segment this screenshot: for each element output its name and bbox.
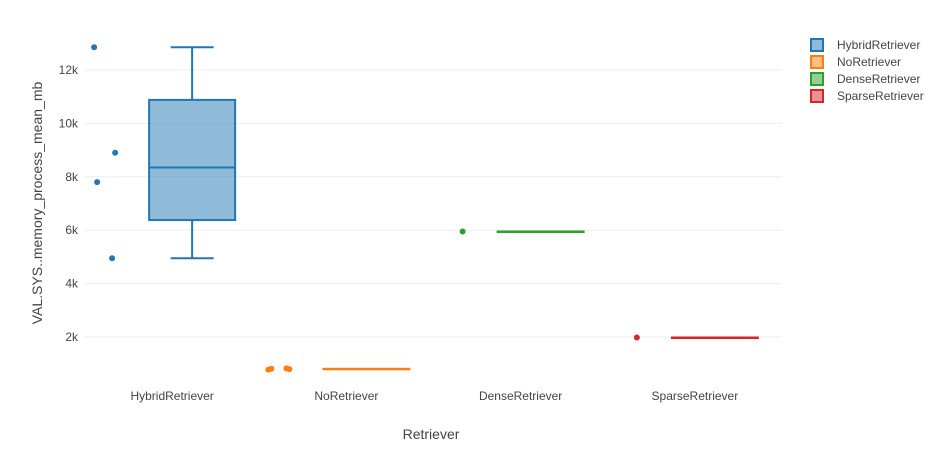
box-trace-noretriever — [265, 365, 411, 373]
x-axis-ticks: HybridRetriever NoRetriever DenseRetriever… — [130, 389, 738, 403]
y-axis-title: VAL.SYS..memory_process_mean_mb — [29, 82, 45, 325]
legend-swatch — [810, 38, 824, 52]
data-point — [94, 179, 101, 186]
legend-swatch — [810, 72, 824, 86]
y-tick-label: 10k — [59, 116, 79, 130]
x-axis-title: Retriever — [403, 426, 460, 442]
legend: HybridRetriever NoRetriever DenseRetriever… — [810, 38, 924, 103]
x-tick-label: HybridRetriever — [130, 389, 213, 403]
y-tick-label: 8k — [65, 170, 79, 184]
legend-swatch — [810, 89, 824, 103]
y-tick-label: 12k — [59, 63, 79, 77]
x-tick-label: NoRetriever — [314, 389, 378, 403]
x-tick-label: SparseRetriever — [652, 389, 739, 403]
box-trace-sparseretriever — [633, 334, 759, 341]
data-point — [109, 255, 116, 262]
box-trace-denseretriever — [459, 228, 585, 235]
data-point — [112, 149, 119, 156]
legend-swatch — [810, 55, 824, 69]
y-tick-label: 4k — [65, 277, 79, 291]
data-point — [459, 228, 466, 235]
box-iqr — [148, 98, 237, 222]
data-point — [283, 365, 290, 372]
data-point — [633, 334, 640, 341]
legend-label: NoRetriever — [837, 55, 901, 69]
data-point — [91, 44, 98, 51]
y-axis-ticks: 2k 4k 6k 8k 10k 12k — [59, 63, 79, 344]
legend-label: SparseRetriever — [837, 89, 924, 103]
legend-label: DenseRetriever — [837, 72, 920, 86]
box-traces — [91, 44, 759, 373]
legend-label: HybridRetriever — [837, 38, 920, 52]
y-tick-label: 6k — [65, 223, 79, 237]
box-trace-hybridretriever — [91, 44, 237, 262]
data-point — [268, 365, 275, 372]
y-tick-label: 2k — [65, 330, 79, 344]
x-tick-label: DenseRetriever — [479, 389, 562, 403]
